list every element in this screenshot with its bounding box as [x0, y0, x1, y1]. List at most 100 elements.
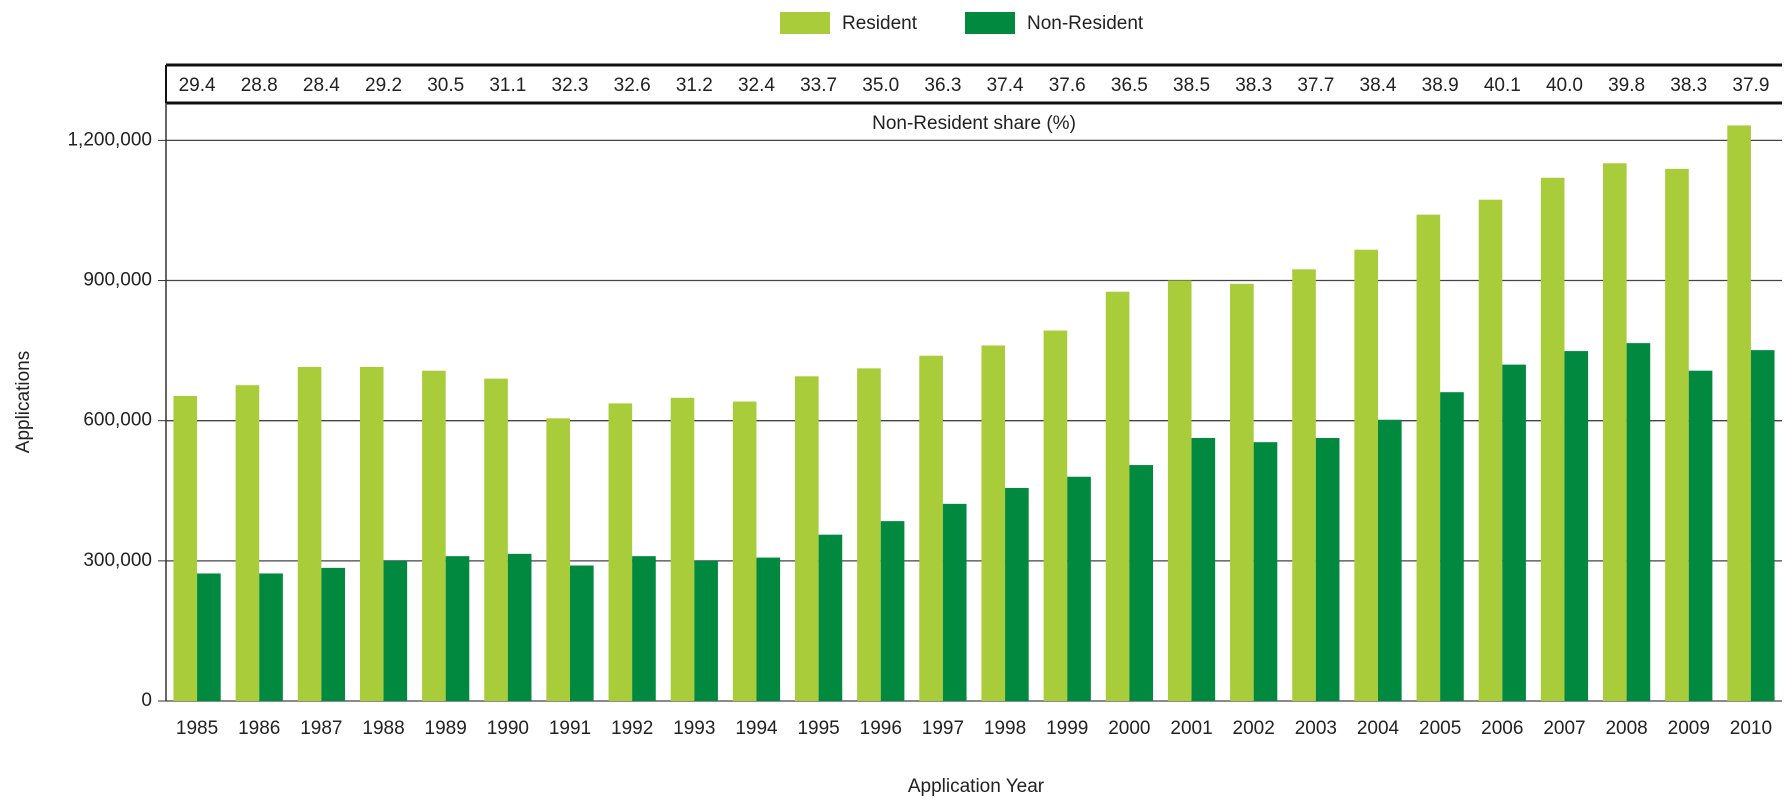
- x-axis-title: Application Year: [908, 776, 1045, 797]
- bar: [197, 573, 221, 701]
- bar: [1478, 199, 1503, 701]
- bar: [383, 560, 408, 701]
- x-tick-label: 2005: [1419, 718, 1461, 739]
- bar: [445, 556, 470, 701]
- bar: [507, 553, 532, 701]
- bar: [173, 395, 198, 701]
- share-value: 33.7: [800, 75, 837, 96]
- x-tick-label: 1991: [549, 718, 591, 739]
- bar: [1292, 269, 1316, 701]
- bar: [1688, 370, 1713, 701]
- bar: [1564, 351, 1589, 701]
- bar: [1230, 283, 1254, 701]
- x-tick-label: 1998: [984, 718, 1026, 739]
- x-tick-label: 1996: [860, 718, 902, 739]
- x-tick-label: 2000: [1108, 718, 1150, 739]
- bar: [546, 418, 570, 701]
- x-tick-label: 2001: [1170, 718, 1212, 739]
- bar: [919, 355, 943, 701]
- share-value: 37.6: [1049, 75, 1086, 96]
- share-value: 40.0: [1546, 75, 1583, 96]
- bar: [694, 560, 718, 701]
- x-tick-label: 1989: [425, 718, 467, 739]
- share-value: 40.1: [1484, 75, 1521, 96]
- legend-label: Resident: [842, 13, 918, 34]
- x-tick-label: 2003: [1295, 718, 1337, 739]
- bar: [1005, 487, 1029, 701]
- bar: [1540, 177, 1565, 701]
- x-tick-label: 2008: [1605, 718, 1647, 739]
- bar: [942, 503, 967, 701]
- legend-swatch: [780, 12, 830, 34]
- share-value: 35.0: [862, 75, 899, 96]
- bar: [1416, 214, 1441, 701]
- share-value: 36.3: [924, 75, 961, 96]
- x-tick-label: 1995: [797, 718, 839, 739]
- bar: [1502, 364, 1526, 701]
- bar: [1626, 343, 1651, 701]
- share-value: 29.2: [365, 75, 402, 96]
- legend-swatch: [965, 12, 1015, 34]
- bar: [484, 378, 508, 701]
- bar: [1440, 392, 1464, 701]
- x-tick-label: 2002: [1233, 718, 1275, 739]
- bar: [297, 366, 322, 701]
- bar: [756, 557, 781, 701]
- share-value: 37.9: [1732, 75, 1769, 96]
- share-value: 31.1: [489, 75, 526, 96]
- bar: [1354, 249, 1378, 701]
- bar: [570, 565, 594, 701]
- bar: [1043, 330, 1068, 701]
- x-tick-label: 1994: [735, 718, 778, 739]
- bar: [1167, 280, 1192, 701]
- share-value: 37.7: [1297, 75, 1334, 96]
- share-value: 38.3: [1670, 75, 1707, 96]
- y-tick-label: 300,000: [83, 550, 152, 571]
- share-value: 37.4: [987, 75, 1024, 96]
- share-value: 31.2: [676, 75, 713, 96]
- bar: [359, 366, 384, 701]
- bar: [1727, 125, 1751, 702]
- share-value: 38.3: [1235, 75, 1272, 96]
- bar: [1602, 163, 1627, 701]
- x-tick-label: 1990: [487, 718, 529, 739]
- share-value: 36.5: [1111, 75, 1148, 96]
- x-tick-label: 2009: [1668, 718, 1710, 739]
- share-value: 30.5: [427, 75, 464, 96]
- share-value: 38.4: [1360, 75, 1397, 96]
- x-tick-label: 2004: [1357, 718, 1400, 739]
- bar: [321, 567, 346, 701]
- y-tick-label: 900,000: [83, 270, 152, 291]
- bar: [818, 534, 843, 701]
- share-value: 38.9: [1422, 75, 1459, 96]
- bar: [857, 368, 881, 701]
- legend-label: Non-Resident: [1027, 13, 1144, 34]
- bar: [670, 397, 695, 701]
- y-tick-label: 600,000: [83, 410, 152, 431]
- x-tick-label: 2010: [1730, 718, 1772, 739]
- share-value: 32.3: [552, 75, 589, 96]
- bar: [1665, 168, 1689, 702]
- x-tick-label: 1997: [922, 718, 964, 739]
- x-tick-label: 1999: [1046, 718, 1088, 739]
- bar: [1253, 442, 1278, 701]
- share-value: 32.4: [738, 75, 775, 96]
- bar: [259, 573, 283, 701]
- share-value: 28.4: [303, 75, 340, 96]
- share-value: 32.6: [614, 75, 651, 96]
- bar: [632, 556, 656, 701]
- bar: [608, 403, 633, 701]
- share-value: 29.4: [179, 75, 216, 96]
- x-tick-label: 2006: [1481, 718, 1523, 739]
- bar: [1067, 476, 1091, 701]
- bar: [981, 345, 1006, 701]
- bar: [732, 401, 757, 701]
- bar: [235, 385, 260, 701]
- y-axis-title: Applications: [13, 351, 34, 453]
- bar: [1129, 465, 1154, 701]
- share-label: Non-Resident share (%): [872, 113, 1076, 134]
- x-tick-label: 1992: [611, 718, 653, 739]
- share-value: 39.8: [1608, 75, 1645, 96]
- bar: [880, 521, 905, 701]
